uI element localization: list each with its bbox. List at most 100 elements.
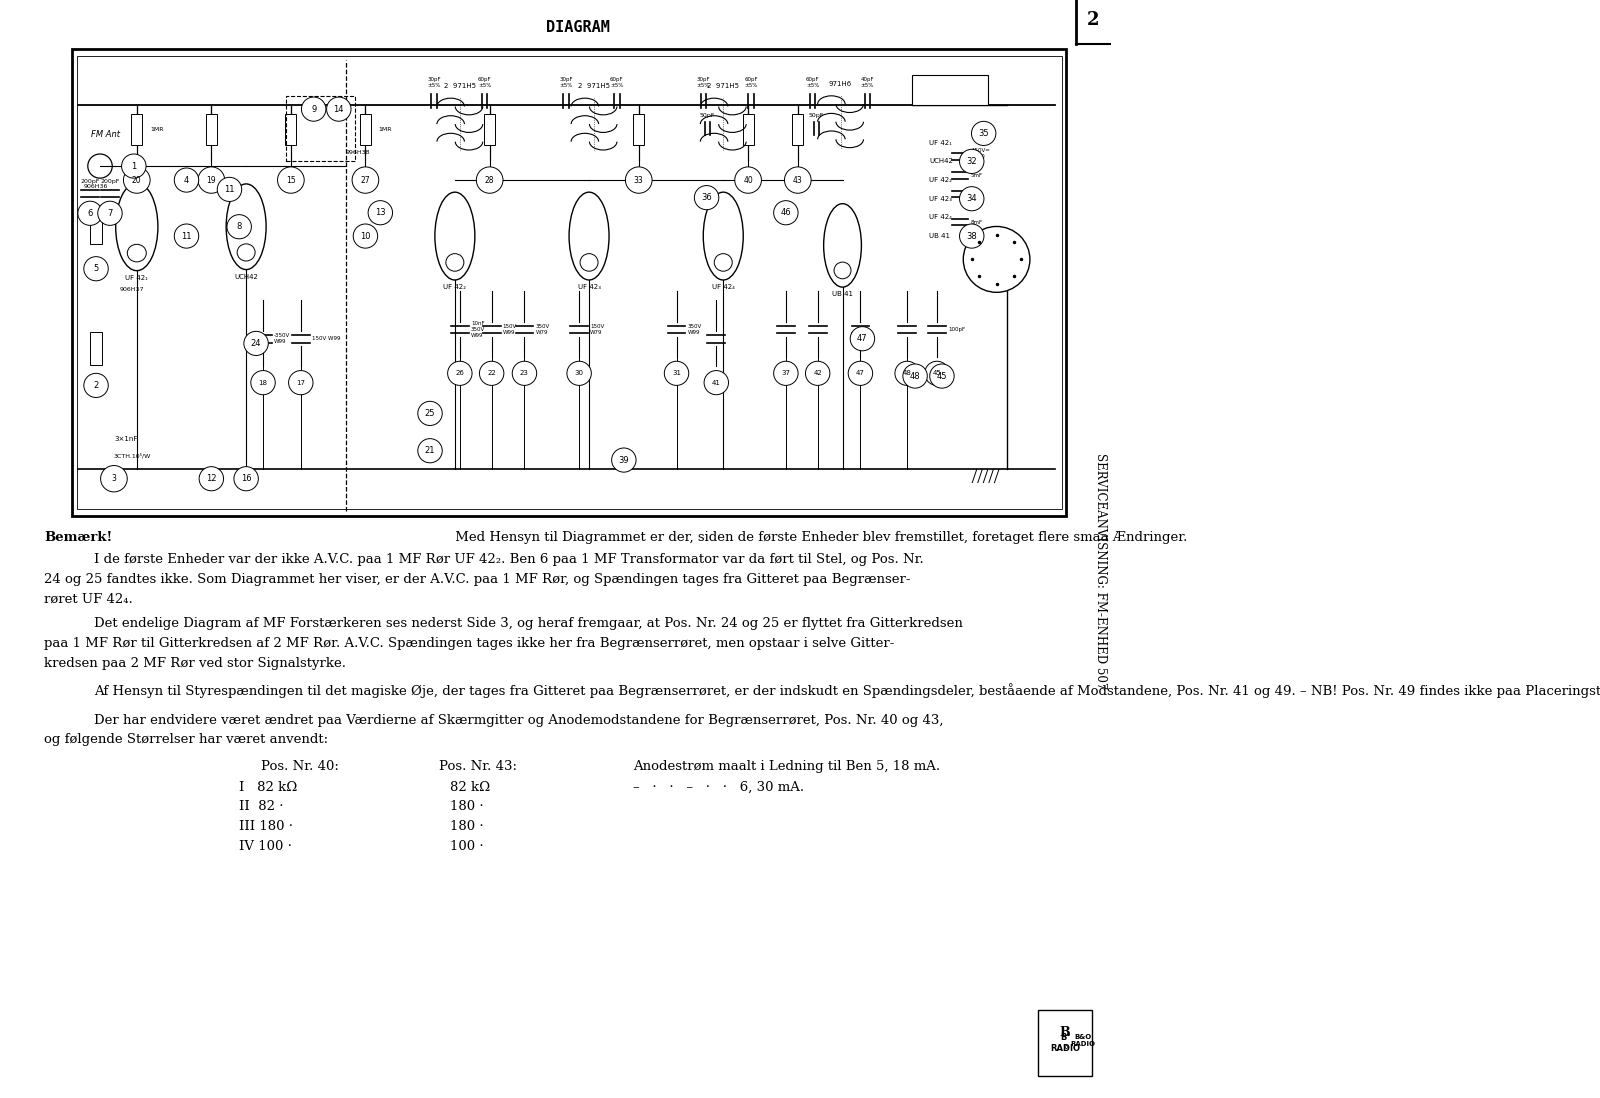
Circle shape xyxy=(288,370,314,395)
Bar xyxy=(360,114,371,145)
Text: 8: 8 xyxy=(237,222,242,232)
Text: 21: 21 xyxy=(424,446,435,456)
Circle shape xyxy=(352,167,379,193)
Text: 10: 10 xyxy=(360,232,371,240)
Circle shape xyxy=(448,361,472,385)
Text: 2: 2 xyxy=(93,381,99,390)
Text: 26: 26 xyxy=(456,370,464,377)
Text: Af Hensyn til Styrespændingen til det magiske Øje, der tages fra Gitteret paa Be: Af Hensyn til Styrespændingen til det ma… xyxy=(94,683,1600,698)
Text: 5mF: 5mF xyxy=(971,172,982,178)
Text: B°
RADIO: B° RADIO xyxy=(1050,1033,1080,1053)
Text: 50pF: 50pF xyxy=(810,113,824,117)
Text: 12: 12 xyxy=(206,474,216,483)
Text: 200pF: 200pF xyxy=(101,179,120,183)
Text: –   ·   ·   –   ·   ·   6, 30 mA.: – · · – · · 6, 30 mA. xyxy=(634,781,805,794)
Ellipse shape xyxy=(834,262,851,279)
Text: 180 ·: 180 · xyxy=(450,800,483,814)
Circle shape xyxy=(960,187,984,211)
Circle shape xyxy=(122,154,146,178)
Circle shape xyxy=(83,373,109,397)
Circle shape xyxy=(694,186,718,210)
Bar xyxy=(634,114,645,145)
Text: I de første Enheder var der ikke A.V.C. paa 1 MF Rør UF 42₂. Ben 6 paa 1 MF Tran: I de første Enheder var der ikke A.V.C. … xyxy=(94,553,925,567)
Text: UF 42₃: UF 42₃ xyxy=(578,284,600,290)
Ellipse shape xyxy=(824,204,861,288)
Text: kredsen paa 2 MF Rør ved stor Signalstyrke.: kredsen paa 2 MF Rør ved stor Signalstyr… xyxy=(45,657,347,670)
Circle shape xyxy=(963,226,1030,292)
Text: III 180 ·: III 180 · xyxy=(238,820,293,833)
Text: UB 41: UB 41 xyxy=(832,291,853,298)
Text: røret UF 42₄.: røret UF 42₄. xyxy=(45,593,133,606)
Text: UF 42₃: UF 42₃ xyxy=(930,195,952,202)
Text: 37: 37 xyxy=(781,370,790,377)
Text: 2  971H5: 2 971H5 xyxy=(443,83,475,89)
Circle shape xyxy=(704,370,728,395)
Text: UF 42₂: UF 42₂ xyxy=(443,284,466,290)
Text: 36: 36 xyxy=(701,193,712,202)
Text: PT G M: PT G M xyxy=(307,108,334,116)
Bar xyxy=(72,49,1066,516)
Text: 11: 11 xyxy=(181,232,192,240)
Text: 3: 3 xyxy=(112,474,117,483)
Circle shape xyxy=(626,167,653,193)
Text: 35: 35 xyxy=(978,128,989,138)
Text: 20: 20 xyxy=(131,176,142,184)
Text: 24 og 25 fandtes ikke. Som Diagrammet her viser, er der A.V.C. paa 1 MF Rør, og : 24 og 25 fandtes ikke. Som Diagrammet he… xyxy=(45,573,910,586)
Bar xyxy=(77,56,1062,509)
Text: 180 ·: 180 · xyxy=(450,820,483,833)
Bar xyxy=(285,114,296,145)
Text: 350V
W99: 350V W99 xyxy=(688,324,702,335)
Text: 1MR: 1MR xyxy=(379,127,392,132)
Text: 2  971H5: 2 971H5 xyxy=(578,83,610,89)
Circle shape xyxy=(784,167,811,193)
Text: 50pF: 50pF xyxy=(699,113,715,117)
Text: 3CTH.10⁵/W: 3CTH.10⁵/W xyxy=(114,452,150,458)
Text: B: B xyxy=(1059,1026,1070,1039)
Ellipse shape xyxy=(115,182,158,270)
Text: 38: 38 xyxy=(966,232,978,240)
Text: 30pF
±5%: 30pF ±5% xyxy=(696,77,710,88)
Text: 150V W99: 150V W99 xyxy=(312,336,341,341)
Text: 10nF
350V
W99: 10nF 350V W99 xyxy=(470,321,485,338)
Text: 31: 31 xyxy=(672,370,682,377)
Text: 39: 39 xyxy=(619,456,629,464)
Text: 906H35: 906H35 xyxy=(120,249,144,255)
Bar xyxy=(206,114,218,145)
Text: 150V
W79: 150V W79 xyxy=(590,324,605,335)
Text: 2mF: 2mF xyxy=(971,191,982,197)
Text: 45: 45 xyxy=(933,370,941,377)
Ellipse shape xyxy=(237,244,254,261)
Text: 60pF
±5%: 60pF ±5% xyxy=(478,77,491,88)
Bar xyxy=(912,75,987,105)
Text: og følgende Størrelser har været anvendt:: og følgende Størrelser har været anvendt… xyxy=(45,733,328,747)
Circle shape xyxy=(198,467,224,491)
Ellipse shape xyxy=(435,192,475,280)
Circle shape xyxy=(301,97,326,121)
Text: UF 42₂: UF 42₂ xyxy=(930,177,952,183)
Text: 30: 30 xyxy=(574,370,584,377)
Text: 6: 6 xyxy=(88,209,93,217)
Text: 19: 19 xyxy=(206,176,216,184)
Text: paa 1 MF Rør til Gitterkredsen af 2 MF Rør. A.V.C. Spændingen tages ikke her fra: paa 1 MF Rør til Gitterkredsen af 2 MF R… xyxy=(45,637,894,650)
Text: UF 42₄: UF 42₄ xyxy=(712,284,734,290)
Text: 33: 33 xyxy=(634,176,643,184)
Circle shape xyxy=(234,467,258,491)
Text: 30pF
±5%: 30pF ±5% xyxy=(560,77,573,88)
Text: DIAGRAM: DIAGRAM xyxy=(546,20,610,35)
Text: 42: 42 xyxy=(813,370,822,377)
Text: 100 ·: 100 · xyxy=(450,840,483,853)
Text: 82 kΩ: 82 kΩ xyxy=(450,781,490,794)
Bar xyxy=(485,114,496,145)
Text: 60pF
±5%: 60pF ±5% xyxy=(806,77,819,88)
Text: -350V
W99: -350V W99 xyxy=(274,334,290,344)
Circle shape xyxy=(227,215,251,238)
Bar xyxy=(742,114,754,145)
Circle shape xyxy=(664,361,688,385)
Text: °: ° xyxy=(1062,1044,1067,1055)
Text: 971H6: 971H6 xyxy=(829,80,853,87)
Text: 48: 48 xyxy=(910,371,920,381)
Text: 906H36: 906H36 xyxy=(83,184,109,190)
Text: Det endelige Diagram af MF Forstærkeren ses nederst Side 3, og heraf fremgaar, a: Det endelige Diagram af MF Forstærkeren … xyxy=(94,617,963,630)
Text: 2  971H5: 2 971H5 xyxy=(707,83,739,89)
Circle shape xyxy=(83,257,109,281)
